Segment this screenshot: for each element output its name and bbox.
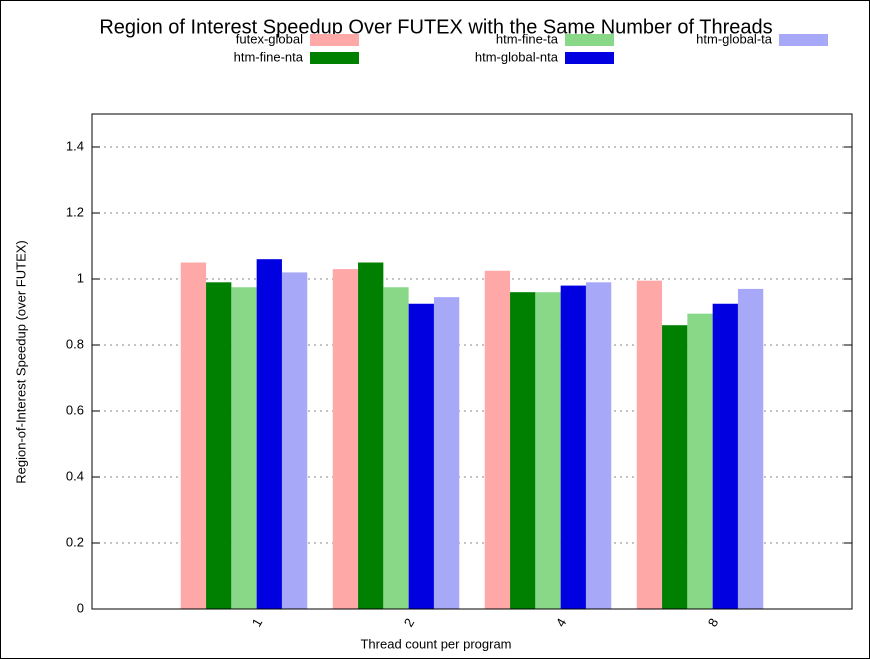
y-tick-label: 0 (77, 600, 84, 615)
bar (510, 292, 536, 609)
bar (358, 262, 384, 609)
x-axis-label: Thread count per program (360, 636, 511, 651)
legend-swatch (565, 34, 614, 46)
bar (712, 303, 738, 609)
bar (206, 282, 232, 609)
bar (484, 270, 511, 609)
chart-title: Region of Interest Speedup Over FUTEX wi… (99, 16, 772, 38)
bar (256, 259, 282, 609)
legend-label: htm-fine-ta (496, 31, 559, 46)
bar (535, 292, 561, 609)
legend-swatch (310, 34, 359, 46)
y-tick-label: 1 (77, 270, 84, 285)
y-tick-label: 0.2 (66, 534, 84, 549)
y-tick-label: 0.8 (66, 336, 84, 351)
y-tick-label: 1.4 (66, 138, 84, 153)
bar (433, 297, 460, 609)
bar (560, 285, 586, 609)
bar (687, 313, 713, 609)
bar (383, 287, 409, 609)
bar (180, 262, 207, 609)
legend-label: htm-fine-nta (234, 49, 304, 64)
plot-border (91, 113, 853, 610)
y-tick-label: 0.6 (66, 402, 84, 417)
legend-label: htm-global-ta (696, 31, 773, 46)
bar (281, 272, 308, 609)
bar (662, 325, 688, 609)
legend-swatch (565, 52, 614, 64)
legend-swatch (779, 34, 828, 46)
bar (408, 303, 434, 609)
legend-label: futex-global (236, 31, 303, 46)
bar (231, 287, 257, 609)
bar (636, 280, 663, 609)
bar (585, 282, 612, 609)
legend-label: htm-global-nta (475, 49, 559, 64)
legend-swatch (310, 52, 359, 64)
bar (332, 269, 359, 609)
y-axis-label: Region-of-Interest Speedup (over FUTEX) (13, 240, 28, 484)
bar (737, 288, 764, 609)
y-tick-label: 1.2 (66, 204, 84, 219)
y-tick-label: 0.4 (66, 468, 84, 483)
